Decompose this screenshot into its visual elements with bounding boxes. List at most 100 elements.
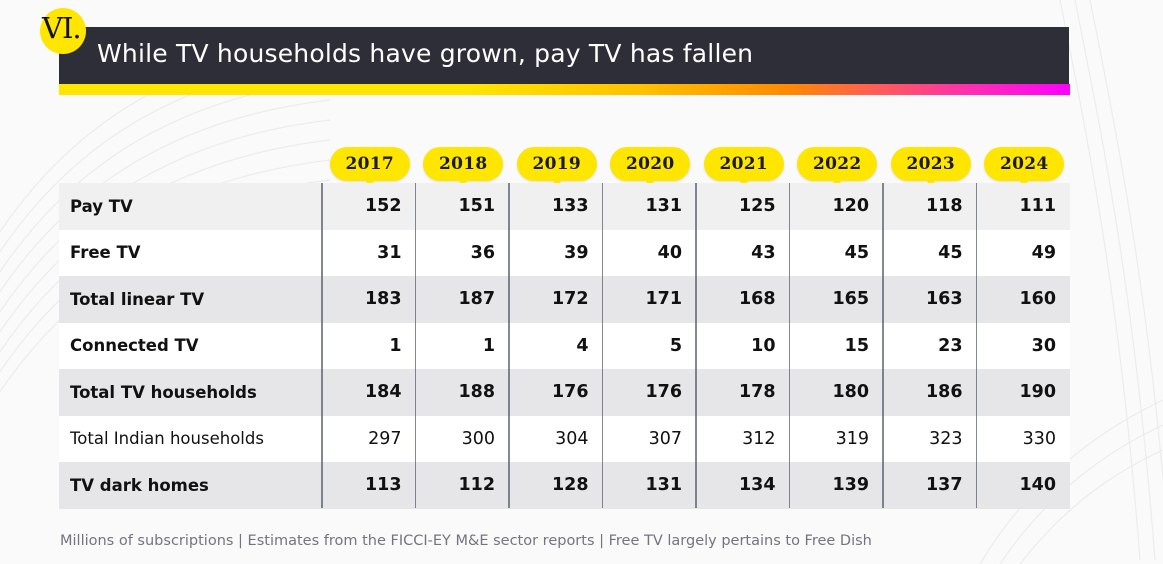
year-label: 2022 [812,154,862,174]
table-cell: 152 [322,183,416,230]
row-label: TV dark homes [59,462,322,509]
table-cell: 186 [883,369,977,416]
column-divider [882,183,884,508]
table-cell: 330 [976,415,1070,462]
table-cell: 131 [602,183,696,230]
table-cell: 165 [789,276,883,323]
column-divider [788,183,790,508]
table-cell: 15 [789,322,883,369]
table-row: Total TV households 184 188 176 176 178 180 186… [59,369,1070,416]
table-cell: 160 [976,276,1070,323]
year-header-pill: 2017 [329,147,410,187]
table-cell: 188 [415,369,509,416]
year-header-pill: 2023 [890,147,971,187]
table-cell: 171 [602,276,696,323]
table-cell: 36 [415,229,509,276]
table-cell: 23 [883,322,977,369]
year-label: 2023 [906,154,955,174]
table-cell: 183 [322,276,416,323]
table-cell: 323 [883,415,977,462]
table-cell: 45 [883,229,977,276]
table-row: TV dark homes 113 112 128 131 134 139 137 140 [59,462,1070,509]
table-cell: 139 [789,462,883,509]
year-header-pill: 2024 [984,147,1065,187]
year-header-pill: 2021 [703,147,784,187]
year-label: 2024 [999,154,1049,174]
table-cell: 39 [509,229,603,276]
table-cell: 304 [509,415,603,462]
table-cell: 184 [322,369,416,416]
table-cell: 111 [976,183,1070,230]
row-label: Connected TV [59,322,322,369]
year-label: 2017 [345,154,394,174]
column-divider [695,183,697,508]
table-cell: 180 [789,369,883,416]
table-cell: 140 [976,462,1070,509]
table-cell: 31 [322,229,416,276]
table-cell: 300 [415,415,509,462]
table-cell: 112 [415,462,509,509]
table-cell: 137 [883,462,977,509]
row-label: Total TV households [59,369,322,416]
table-cell: 49 [976,229,1070,276]
table-cell: 319 [789,415,883,462]
table-cell: 187 [415,276,509,323]
year-header-pill: 2018 [423,147,504,187]
table-cell: 176 [509,369,603,416]
table-cell: 10 [696,322,790,369]
section-number: VI. [42,11,82,45]
table-cell: 151 [415,183,509,230]
table-cell: 43 [696,229,790,276]
table-cell: 178 [696,369,790,416]
table-cell: 1 [322,322,416,369]
table-cell: 113 [322,462,416,509]
table-row: Total linear TV 183 187 172 171 168 165 163 160 [59,276,1070,323]
row-label: Total Indian households [59,415,322,462]
table-cell: 128 [509,462,603,509]
table-cell: 133 [509,183,603,230]
table-cell: 297 [322,415,416,462]
table-row: Connected TV 1 1 4 5 10 15 23 30 [59,322,1070,369]
table-cell: 1 [415,322,509,369]
year-header-pill: 2020 [610,147,691,187]
table-cell: 131 [602,462,696,509]
table-cell: 172 [509,276,603,323]
table-row: Free TV 31 36 39 40 43 45 45 49 [59,229,1070,276]
table-cell: 4 [509,322,603,369]
column-divider [975,183,977,508]
table-cell: 168 [696,276,790,323]
table-cell: 134 [696,462,790,509]
table-cell: 40 [602,229,696,276]
table-cell: 190 [976,369,1070,416]
table-cell: 307 [602,415,696,462]
table-cell: 45 [789,229,883,276]
row-label: Pay TV [59,183,322,230]
column-divider [508,183,510,508]
table-row: Pay TV 152 151 133 131 125 120 118 111 [59,183,1070,230]
table-cell: 30 [976,322,1070,369]
column-divider [321,183,323,508]
table-cell: 5 [602,322,696,369]
year-header-pill: 2019 [516,147,597,187]
title-bar: While TV households have grown, pay TV h… [59,27,1069,84]
year-label: 2020 [625,154,675,174]
section-number-badge [40,8,86,54]
row-label: Total linear TV [59,276,322,323]
year-label: 2019 [532,154,581,174]
table-cell: 163 [883,276,977,323]
footnote: Millions of subscriptions | Estimates fr… [60,533,872,549]
table-cell: 176 [602,369,696,416]
column-divider [414,183,416,508]
table-cell: 118 [883,183,977,230]
table-row: Total Indian households 297 300 304 307 312 31… [59,415,1070,462]
table-cell: 125 [696,183,790,230]
year-header-pill: 2022 [797,147,878,187]
year-label: 2021 [719,154,768,174]
column-divider [601,183,603,508]
data-table: Pay TV 152 151 133 131 125 120 118 111 Free TV 31 3… [59,183,1070,509]
page-title: While TV households have grown, pay TV h… [97,39,754,68]
accent-gradient-bar [59,84,1070,95]
table-cell: 120 [789,183,883,230]
year-label: 2018 [438,154,488,174]
table-cell: 312 [696,415,790,462]
